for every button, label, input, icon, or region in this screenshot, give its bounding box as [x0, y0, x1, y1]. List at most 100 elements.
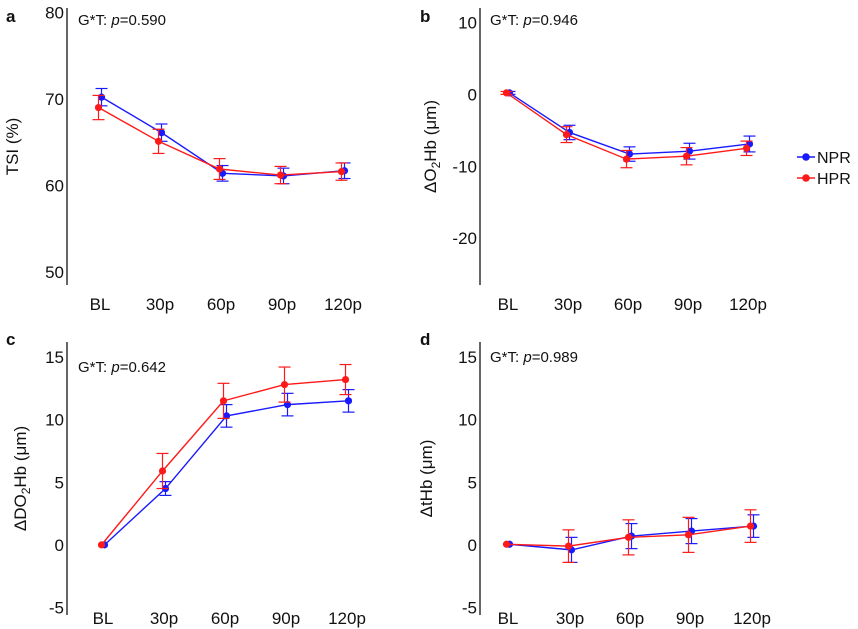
annotation-p-symbol: p [522, 349, 531, 366]
legend: NPR HPR [797, 150, 851, 188]
y-tick-label: 10 [458, 411, 477, 430]
y-tick-label: 0 [468, 85, 477, 104]
annotation-prefix: G*T: [78, 12, 111, 29]
annotation-prefix: G*T: [490, 12, 523, 29]
legend-marker-hpr [802, 174, 810, 182]
y-label-part: ΔDO [11, 494, 30, 531]
legend-label-npr: NPR [817, 150, 851, 167]
y-tick-label: 60 [45, 176, 64, 195]
y-tick-label: 50 [45, 263, 64, 282]
y-label-subscript: 2 [19, 487, 33, 494]
data-point-hpr [682, 152, 691, 160]
series-line-npr [509, 92, 750, 155]
y-tick-label: 10 [45, 411, 64, 430]
data-point-hpr [97, 541, 106, 549]
x-tick-label: 30p [556, 609, 584, 628]
data-point-npr [222, 412, 231, 420]
y-tick-label: -20 [452, 229, 477, 248]
y-tick-label: 15 [45, 348, 64, 367]
data-point-hpr [94, 103, 103, 112]
series-hpr [502, 509, 757, 564]
x-tick-label: 60p [211, 609, 239, 628]
series-hpr [500, 89, 753, 169]
y-label-part: TSI (%) [3, 118, 22, 176]
chart-panel-d: -5 0 5 10 15 BL 30p 60p 90p 120p d G*T: p=0.989 ΔtHb… [417, 330, 771, 628]
annotation-p-symbol: p [110, 359, 119, 376]
annotation-value: =0.989 [532, 349, 578, 366]
x-tick-label: 120p [733, 609, 771, 628]
data-point-hpr [337, 168, 346, 176]
x-tick-label: 90p [676, 609, 704, 628]
x-tick-label: 120p [328, 609, 366, 628]
annotation-prefix: G*T: [490, 349, 523, 366]
data-point-npr [283, 401, 292, 409]
data-point-hpr [684, 531, 693, 539]
x-tick-label: 60p [614, 295, 642, 314]
legend-label-hpr: HPR [817, 171, 851, 188]
panel-letter: c [6, 330, 15, 349]
y-label-subscript: 2 [429, 161, 443, 168]
chart-panel-a: 50 60 70 80 BL 30p 60p 90p 120p a G*T: p=0.590 TSI … [3, 3, 362, 314]
data-point-hpr [280, 380, 289, 389]
data-point-hpr [562, 131, 571, 139]
y-axis-label: TSI (%) [3, 118, 22, 176]
legend-marker-npr [802, 153, 810, 161]
panel-letter: d [420, 330, 430, 349]
annotation-value: =0.642 [120, 359, 166, 376]
series-hpr [97, 363, 352, 549]
x-tick-label: 90p [272, 609, 300, 628]
x-tick-label: 90p [674, 295, 702, 314]
data-point-npr [157, 129, 166, 137]
x-tick-label: 30p [150, 609, 178, 628]
y-tick-label: 80 [45, 3, 64, 22]
y-axis-label: ΔtHb (μm) [417, 440, 436, 518]
data-point-hpr [622, 155, 631, 163]
y-tick-label: 10 [458, 13, 477, 32]
data-point-hpr [502, 89, 511, 97]
data-point-hpr [502, 540, 511, 548]
y-tick-label: 5 [468, 473, 477, 492]
x-tick-label: 30p [146, 295, 174, 314]
data-point-hpr [154, 137, 163, 145]
x-tick-label: 60p [207, 295, 235, 314]
series-hpr [92, 94, 348, 185]
y-tick-label: 5 [55, 473, 64, 492]
x-tick-label: 120p [324, 295, 362, 314]
y-tick-label: -5 [49, 598, 64, 617]
panel-letter: b [420, 7, 430, 26]
data-point-hpr [564, 542, 573, 550]
data-point-hpr [158, 467, 167, 475]
x-tick-label: BL [498, 295, 519, 314]
y-tick-label: 15 [458, 348, 477, 367]
x-tick-label: BL [498, 609, 519, 628]
x-tick-label: 120p [729, 295, 767, 314]
y-tick-label: 0 [55, 536, 64, 555]
data-point-hpr [276, 171, 285, 179]
y-tick-label: -5 [462, 598, 477, 617]
data-point-hpr [746, 522, 755, 530]
y-label-part: Hb (μm) [11, 426, 30, 488]
annotation-prefix: G*T: [78, 359, 111, 376]
annotation-value: =0.590 [120, 12, 166, 29]
interaction-p-value: G*T: p=0.989 [490, 349, 578, 366]
y-label-part: ΔtHb (μm) [417, 440, 436, 518]
interaction-p-value: G*T: p=0.642 [78, 359, 166, 376]
y-label-part: ΔO [421, 168, 440, 193]
y-axis-label: ΔDO2Hb (μm) [11, 426, 33, 531]
interaction-p-value: G*T: p=0.590 [78, 12, 166, 29]
panel-letter: a [6, 7, 16, 26]
x-tick-label: BL [93, 609, 114, 628]
x-tick-label: 60p [616, 609, 644, 628]
annotation-p-symbol: p [522, 12, 531, 29]
y-axis-label: ΔO2Hb (μm) [421, 100, 443, 193]
data-point-hpr [215, 165, 224, 173]
x-tick-label: 90p [268, 295, 296, 314]
data-point-hpr [219, 397, 228, 405]
data-point-hpr [341, 375, 350, 384]
chart-panel-c: -5 0 5 10 15 BL 30p 60p 90p 120p c G*T: p=0.642 ΔDO2… [6, 330, 366, 628]
annotation-p-symbol: p [110, 12, 119, 29]
series-npr [100, 388, 355, 549]
data-point-npr [344, 397, 353, 405]
annotation-value: =0.946 [532, 12, 578, 29]
